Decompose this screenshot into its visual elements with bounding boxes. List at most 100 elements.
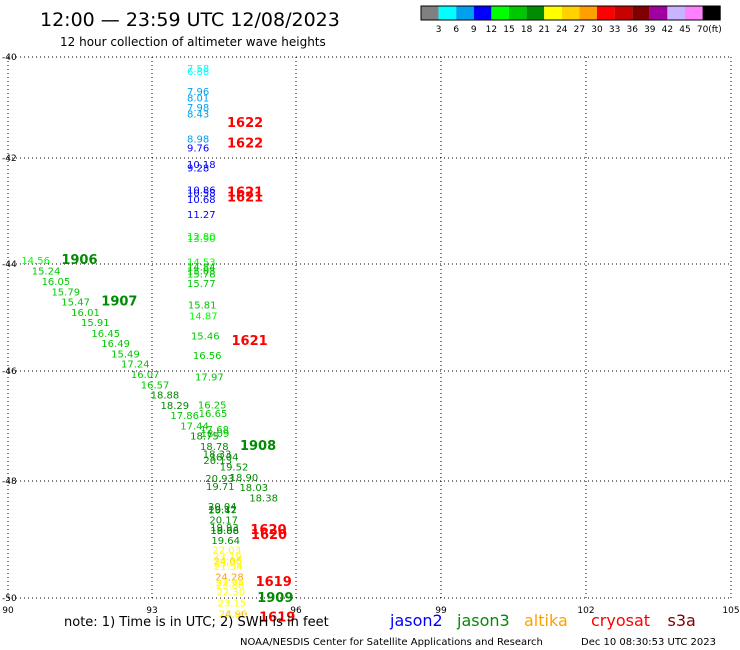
- swh-value: 10.58: [187, 189, 216, 200]
- y-tick-label: -44: [2, 260, 17, 270]
- colorbar-frame: [420, 5, 721, 21]
- swh-value: 20.13: [203, 456, 232, 467]
- swh-value: 19.08: [210, 526, 239, 537]
- colorbar-label: 15: [503, 25, 514, 35]
- swh-value: 7.96: [187, 87, 209, 98]
- swh-value: 18.86: [210, 526, 239, 537]
- swh-value: 23.49: [214, 559, 243, 570]
- orbit-number: 1621: [232, 334, 268, 349]
- x-tick-label: 102: [577, 606, 594, 616]
- y-tick-label: -42: [2, 154, 17, 164]
- swh-value: 18.75: [190, 432, 219, 443]
- swh-value: 17.86: [170, 411, 199, 422]
- swh-value: 10.68: [187, 195, 216, 206]
- swh-value: 8.01: [187, 93, 209, 104]
- colorbar-label: 21: [538, 25, 549, 35]
- swh-value: 19.12: [208, 505, 237, 516]
- satellite-s3a: s3a: [668, 611, 696, 630]
- x-tick-label: 96: [290, 606, 302, 616]
- orbit-number: 1619: [259, 610, 295, 625]
- swh-value: 16.25: [198, 401, 227, 412]
- swh-value: 16.49: [101, 339, 130, 350]
- swh-value: 17.97: [195, 373, 224, 384]
- swh-value: 24.06: [213, 556, 242, 567]
- colorbar-unit: (ft): [708, 25, 722, 35]
- swh-value: 15.46: [191, 331, 220, 342]
- y-tick-label: -40: [2, 53, 17, 63]
- swh-value: 16.65: [199, 409, 228, 420]
- x-tick-label: 105: [722, 606, 739, 616]
- colorbar-label: 18: [521, 25, 533, 35]
- colorbar-label: 33: [609, 25, 620, 35]
- colorbar-label: 39: [644, 25, 656, 35]
- swh-value: 18.38: [249, 493, 278, 504]
- swh-value: 18.88: [151, 391, 180, 402]
- swh-value: 14.87: [189, 311, 218, 322]
- swh-value: 19.64: [211, 536, 240, 547]
- x-tick-label: 93: [146, 606, 157, 616]
- swh-value: 16.07: [131, 370, 160, 381]
- swh-value: 16.01: [71, 308, 100, 319]
- chart-subtitle: 12 hour collection of altimeter wave hei…: [60, 35, 326, 49]
- y-tick-label: -48: [2, 477, 17, 487]
- colorbar-legend: 3 6 9 12 15 18 21 24 27 30 33 36 39 42 45 70 (ft): [420, 5, 722, 35]
- swh-value: 16.05: [42, 277, 71, 288]
- swh-value: 22.30: [217, 587, 246, 598]
- swh-value: 15.78: [187, 270, 216, 281]
- swh-value: 16.57: [141, 380, 170, 391]
- chart-title: 12:00 — 23:59 UTC 12/08/2023: [40, 9, 340, 31]
- swh-value: 19.52: [220, 463, 249, 474]
- swh-value: 16.56: [193, 351, 222, 362]
- x-tick-label: 99: [435, 606, 447, 616]
- swh-value: 7.98: [187, 103, 209, 114]
- swh-value: 23.88: [216, 580, 245, 591]
- swh-value: 14.84: [187, 263, 216, 274]
- colorbar-label: 70: [697, 25, 709, 35]
- orbit-number: 1621: [227, 185, 263, 200]
- swh-value: 22.98: [216, 578, 245, 589]
- swh-value: 19.93: [210, 523, 239, 534]
- swh-value: 18.03: [239, 483, 268, 494]
- swh-value: 14.53: [187, 257, 216, 268]
- orbit-number: 1907: [101, 295, 137, 310]
- orbit-number: 1621: [227, 191, 263, 206]
- colorbar-label: 24: [556, 25, 568, 35]
- colorbar-label: 6: [453, 25, 459, 35]
- colorbar-label: 9: [471, 25, 477, 35]
- colorbar-swatch: [438, 6, 457, 20]
- swh-value: 9.76: [187, 144, 209, 155]
- orbit-number: 1620: [251, 528, 287, 543]
- swh-value: 15.47: [61, 298, 90, 309]
- swh-value: 6.88: [187, 67, 209, 78]
- colorbar-swatch: [473, 6, 492, 20]
- y-tick-label: -50: [2, 594, 17, 604]
- plot-area: -40 -42 -44 -46 -48 -50 90 93 96 99 102 105 7.586.88…: [2, 53, 740, 625]
- colorbar-swatch: [702, 6, 721, 20]
- colorbar-label: 36: [626, 25, 638, 35]
- orbit-number: 1906: [61, 253, 97, 268]
- satellite-jason3: jason3: [456, 611, 510, 630]
- swh-value: 15.24: [32, 267, 61, 278]
- swh-value: 15.79: [51, 287, 80, 298]
- swh-value: 18.04: [210, 452, 239, 463]
- orbit-number: 1622: [227, 116, 263, 131]
- swh-value: 18.78: [200, 442, 229, 453]
- y-tick-label: -46: [2, 367, 17, 377]
- swh-value: 14.56: [21, 256, 50, 267]
- swh-value: 20.04: [208, 502, 237, 513]
- swh-value: 20.17: [209, 515, 238, 526]
- colorbar-label: 45: [679, 25, 690, 35]
- swh-value: 24.28: [215, 573, 244, 584]
- swh-value: 10.86: [187, 185, 216, 196]
- swh-value: 9.28: [187, 164, 209, 175]
- swh-value: 18.29: [161, 401, 190, 412]
- satellite-legend: jason2 jason3 altika cryosat s3a: [389, 611, 696, 630]
- swh-value: 8.98: [187, 134, 209, 145]
- colorbar-swatch: [456, 6, 474, 20]
- swh-value: 23.19: [213, 552, 242, 563]
- swh-value: 21.54: [214, 562, 243, 573]
- colorbar-label: 3: [436, 25, 442, 35]
- colorbar-swatch: [544, 6, 562, 20]
- swh-value: 20.93: [205, 474, 234, 485]
